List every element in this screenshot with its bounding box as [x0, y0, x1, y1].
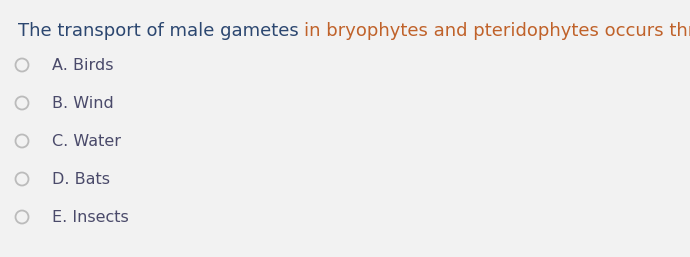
Text: E. Insects: E. Insects: [52, 209, 129, 225]
Text: A. Birds: A. Birds: [52, 58, 113, 72]
Text: C. Water: C. Water: [52, 133, 121, 149]
Text: B. Wind: B. Wind: [52, 96, 114, 111]
Text: D. Bats: D. Bats: [52, 171, 110, 187]
Text: The transport of male gametes: The transport of male gametes: [18, 22, 304, 40]
Text: in bryophytes and pteridophytes occurs through: in bryophytes and pteridophytes occurs t…: [304, 22, 690, 40]
